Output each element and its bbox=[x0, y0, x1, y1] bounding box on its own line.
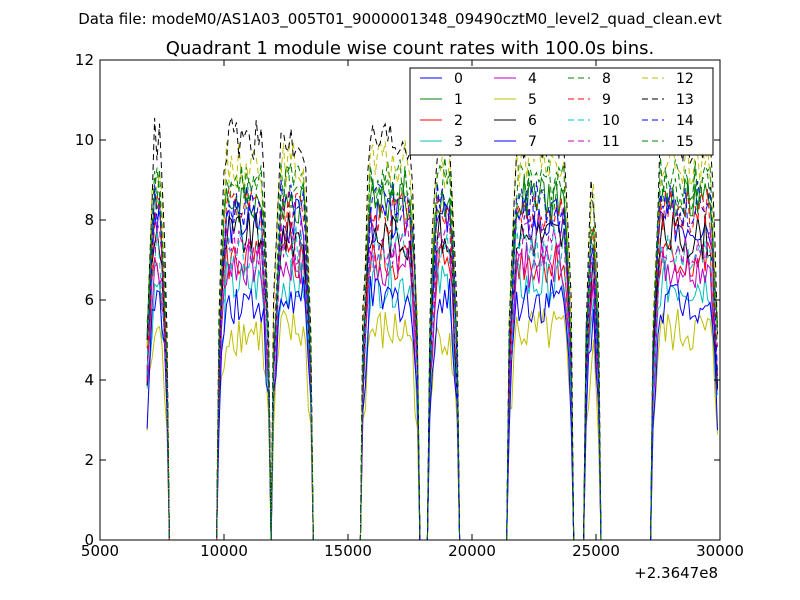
legend-label-2: 2 bbox=[454, 113, 463, 129]
legend-label-12: 12 bbox=[676, 71, 694, 87]
series-line-11 bbox=[146, 219, 718, 541]
x-tick-label: 5000 bbox=[81, 542, 119, 560]
x-axis: 5000 10000 15000 20000 25000 30000 bbox=[81, 60, 744, 560]
x-tick-label: 25000 bbox=[572, 542, 620, 560]
legend-label-4: 4 bbox=[528, 71, 537, 87]
y-tick-label: 2 bbox=[84, 451, 94, 469]
legend-label-7: 7 bbox=[528, 134, 537, 150]
legend-label-9: 9 bbox=[602, 92, 611, 108]
x-tick-label: 15000 bbox=[324, 542, 372, 560]
chart-title: Quadrant 1 module wise count rates with … bbox=[166, 38, 655, 59]
x-tick-label: 10000 bbox=[200, 542, 248, 560]
x-tick-label: 20000 bbox=[448, 542, 496, 560]
legend-label-8: 8 bbox=[602, 71, 611, 87]
legend-label-0: 0 bbox=[454, 71, 463, 87]
y-tick-label: 4 bbox=[84, 371, 94, 389]
series-line-15 bbox=[146, 164, 718, 541]
y-tick-label: 6 bbox=[84, 291, 94, 309]
legend-label-3: 3 bbox=[454, 134, 463, 150]
legend-label-6: 6 bbox=[528, 113, 537, 129]
y-tick-label: 12 bbox=[75, 51, 94, 69]
legend-label-14: 14 bbox=[676, 113, 694, 129]
y-tick-label: 10 bbox=[75, 131, 94, 149]
y-tick-label: 0 bbox=[84, 531, 94, 549]
legend-label-15: 15 bbox=[676, 134, 694, 150]
legend-label-1: 1 bbox=[454, 92, 463, 108]
series-line-13 bbox=[146, 117, 718, 541]
legend-label-10: 10 bbox=[602, 113, 620, 129]
x-offset-label: +2.3647e8 bbox=[634, 564, 718, 582]
legend-label-13: 13 bbox=[676, 92, 694, 108]
data-file-caption: Data file: modeM0/AS1A03_005T01_90000013… bbox=[78, 10, 722, 29]
legend-label-11: 11 bbox=[602, 134, 620, 150]
y-tick-label: 8 bbox=[84, 211, 94, 229]
x-tick-label: 30000 bbox=[696, 542, 744, 560]
legend-label-5: 5 bbox=[528, 92, 537, 108]
